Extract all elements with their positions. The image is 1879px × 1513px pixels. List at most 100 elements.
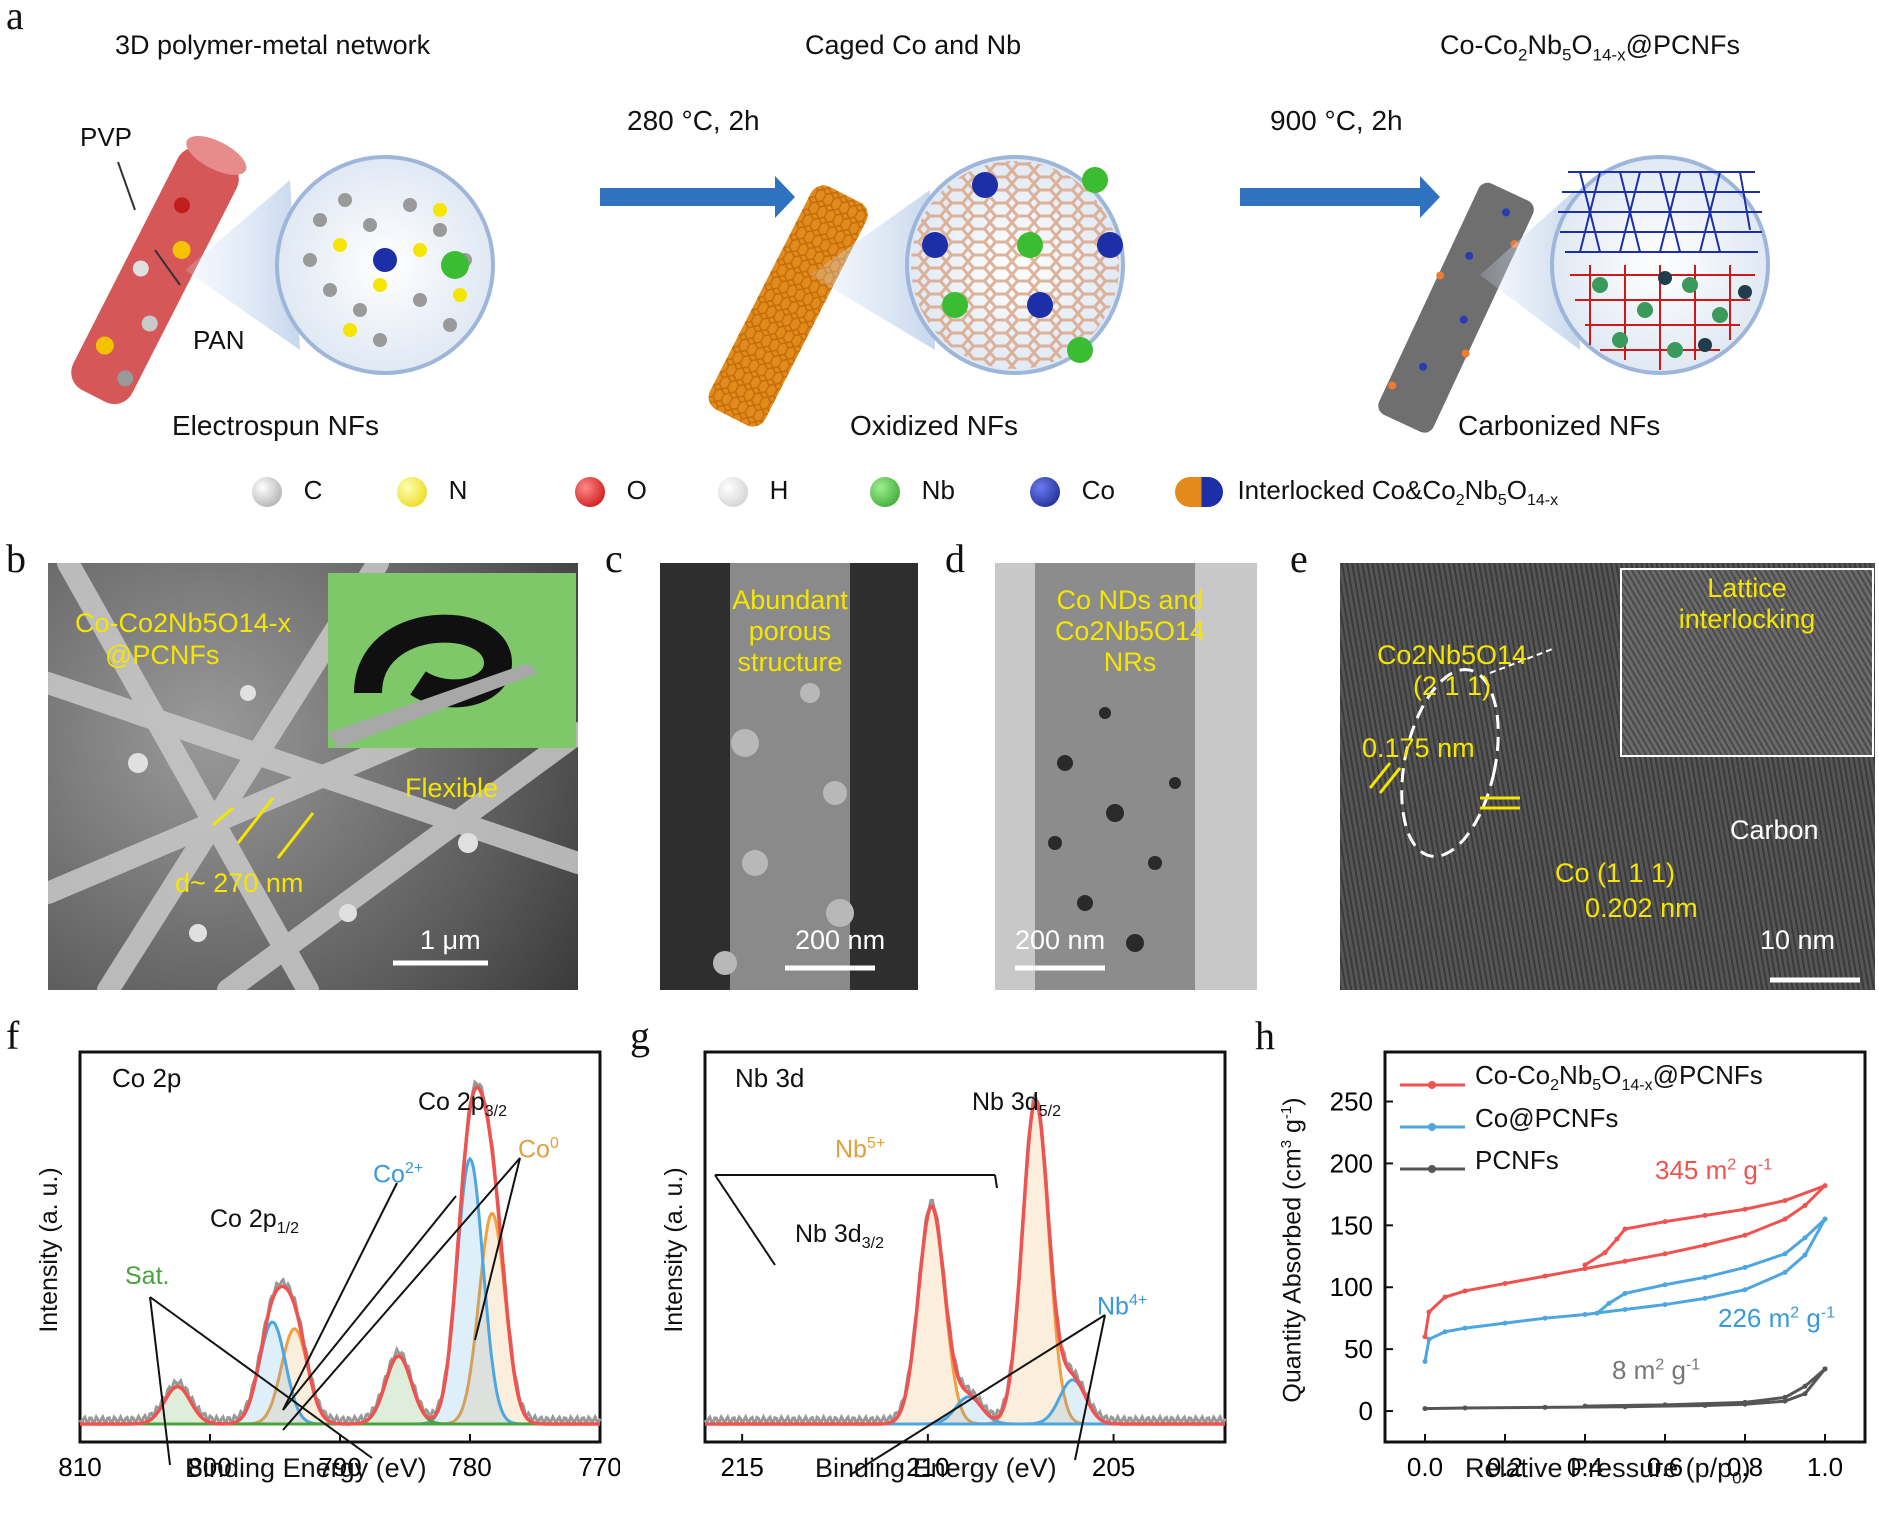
chart-g-xlabel: Binding Energy (eV) [815,1453,1057,1483]
panel-label-a: a [6,0,24,38]
y-tick-label: 100 [1330,1272,1373,1302]
envelope-fit [80,1085,600,1426]
data-point [1802,1383,1808,1389]
step1-label: 280 °C, 2h [627,105,760,136]
data-point [1542,1404,1548,1410]
data-point [1662,1251,1668,1257]
fit-peak-Co2+ [80,1156,600,1426]
data-point [1622,1290,1628,1296]
co2p32-label: Co 2p3/2 [418,1088,507,1120]
flexible-label: Flexible [405,773,499,803]
carbonized-fiber [1378,182,1534,433]
pan-label: PAN [193,325,245,355]
x-tick-label: 0.4 [1567,1452,1603,1482]
legend-marker [1428,1081,1436,1089]
annot-line [474,1157,521,1341]
data-point [1822,1183,1828,1189]
chart-g-ylabel: Intensity (a. u.) [660,1167,688,1333]
porous-label: Abundant porous structure [732,585,848,678]
data-point [1442,1294,1448,1300]
data-point [1582,1262,1588,1268]
nb4plus-label: Nb4+ [1097,1292,1148,1321]
nb3d32-label: Nb 3d3/2 [795,1220,884,1252]
data-point [1602,1250,1608,1256]
data-point [1542,1315,1548,1321]
plot-frame [78,1050,602,1444]
pvp-label: PVP [80,122,133,152]
data-point [1622,1226,1628,1232]
bet-isotherm-chart: 0.0 0.2 0.4 0.6 0.8 1.0 0 50 100 150 200 250 [1330,1050,1867,1482]
d-spacing-2: 0.202 nm [1585,893,1698,923]
x-tick-label: 215 [720,1452,763,1482]
data-point [1782,1251,1788,1257]
data-point [1622,1404,1628,1410]
data-point [1742,1399,1748,1405]
annot-line [1074,1314,1106,1461]
carbon-label: Carbon [1730,815,1819,845]
data-point [1502,1320,1508,1326]
panel-label-g: g [630,1013,650,1058]
phase-label: Co2Nb5O14 (2 1 1) [1376,640,1528,702]
area-label-1: 345 m2 g-1 [1655,1155,1773,1185]
data-point [1662,1402,1668,1408]
legend-marker [1428,1165,1436,1173]
data-point [1662,1219,1668,1225]
data-point [1462,1325,1468,1331]
chart-h-xlabel: Relative Pressure (p/p0) [1465,1453,1751,1488]
data-point [1742,1206,1748,1212]
nanodots-fiber-icon [1015,563,1195,990]
panel-label-e: e [1290,536,1308,581]
chart-f-xlabel: Binding Energy (eV) [185,1453,427,1483]
fit-peak-Co0 [80,1211,600,1426]
scale-bar-e: 10 nm [1760,925,1836,955]
co2p12-label: Co 2p1/2 [210,1205,299,1237]
data-point [1782,1269,1788,1275]
x-tick-label: 810 [58,1452,101,1482]
isotherm-adsorption [1423,1184,1827,1338]
hydrogen-atom-icon [718,477,748,508]
inset-label: Lattice interlocking [1678,573,1816,635]
porous-fiber-icon [713,563,875,990]
chart-h-ylabel: Quantity Absorbed (cm3 g-1) [1278,1097,1307,1403]
envelope-fit [705,1099,1225,1426]
data-point [1594,1310,1600,1316]
data-point [1422,1406,1428,1412]
data-point [1422,1359,1428,1365]
legend-carbon: C [252,475,322,508]
caged-title: Caged Co and Nb [805,30,1022,60]
legend-cobalt: Co [1030,475,1115,508]
data-point [1462,1288,1468,1294]
annot-line [849,1314,1106,1476]
cobalt-atom-icon [1030,477,1060,508]
hrtem-image-e [1340,563,1875,990]
x-tick-label: 800 [188,1452,231,1482]
x-tick-label: 0.8 [1727,1452,1763,1482]
data-point [1822,1216,1828,1222]
data-point [1462,1405,1468,1411]
panel-label-c: c [605,536,623,581]
data-point [1742,1287,1748,1293]
scale-bar-b: 1 μm [420,925,481,955]
legend-hydrogen: H [718,475,788,508]
data-point [1742,1264,1748,1270]
data-point [1802,1252,1808,1258]
x-tick-label: 0.0 [1407,1452,1443,1482]
niobium-atom-icon [870,477,900,508]
data-point [1582,1266,1588,1272]
sem-image-b [48,563,578,990]
electrospun-caption: Electrospun NFs [172,410,379,441]
plot-frame [1383,1050,1867,1444]
annot-line [282,1182,398,1411]
data-point [1742,1232,1748,1238]
x-tick-label: 205 [1092,1452,1135,1482]
annot-line [714,1174,776,1266]
tem-image-d [995,563,1257,990]
co2plus-label: Co2+ [373,1160,424,1189]
xps-co2p-chart: 810 800 790 780 770 [58,1050,620,1482]
y-tick-label: 200 [1330,1148,1373,1178]
panel-label-b: b [6,536,26,581]
isotherm-desorption [1584,1367,1826,1408]
chart-f-ylabel: Intensity (a. u.) [35,1167,63,1333]
legend-interlocked: Interlocked Co&Co2Nb5O14-x [1175,475,1558,510]
data-point [1442,1329,1448,1335]
